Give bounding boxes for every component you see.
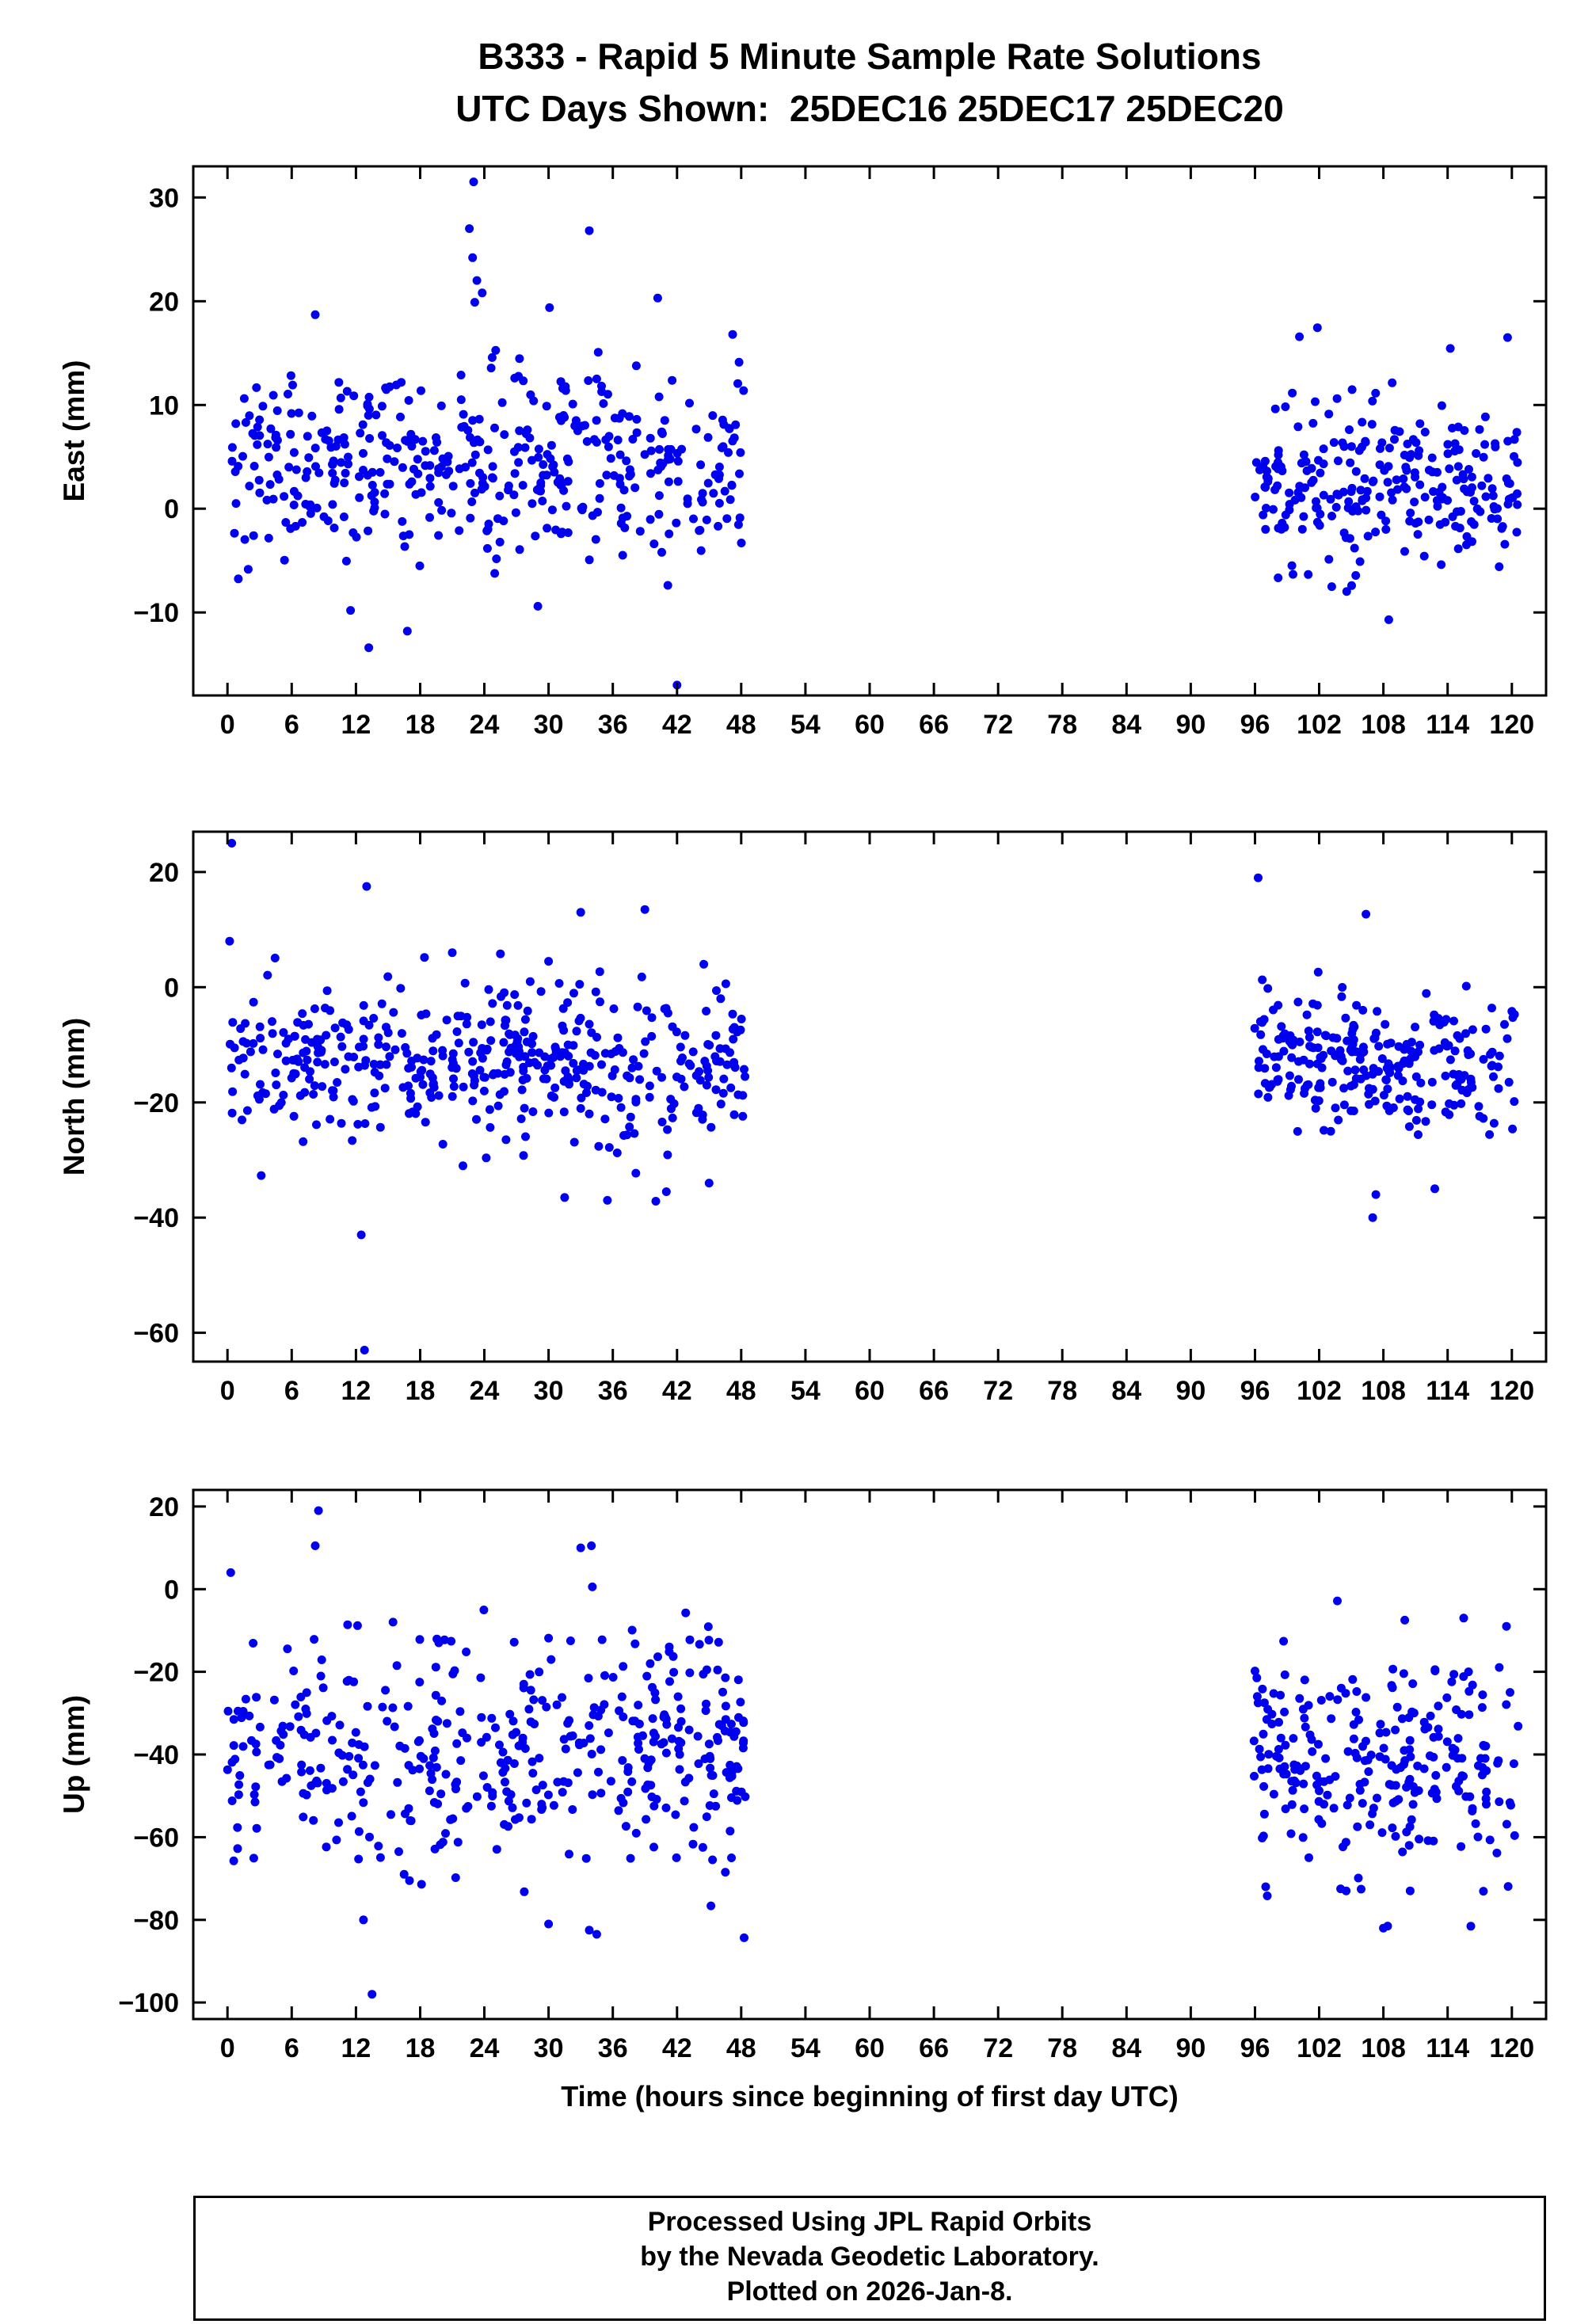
svg-text:78: 78 — [1047, 1376, 1077, 1406]
svg-text:6: 6 — [284, 2033, 299, 2063]
svg-text:30: 30 — [534, 2033, 564, 2063]
svg-text:60: 60 — [855, 710, 885, 740]
svg-text:72: 72 — [983, 1376, 1013, 1406]
svg-text:36: 36 — [598, 710, 628, 740]
svg-text:114: 114 — [1426, 710, 1469, 740]
svg-text:54: 54 — [790, 2033, 821, 2063]
svg-text:54: 54 — [790, 710, 821, 740]
svg-text:0: 0 — [220, 710, 235, 740]
svg-text:12: 12 — [341, 2033, 371, 2063]
svg-text:78: 78 — [1047, 2033, 1077, 2063]
svg-text:−40: −40 — [133, 1740, 179, 1770]
svg-text:102: 102 — [1297, 2033, 1342, 2063]
svg-text:24: 24 — [470, 1376, 500, 1406]
svg-text:−60: −60 — [133, 1823, 179, 1853]
svg-text:30: 30 — [149, 183, 179, 213]
svg-text:0: 0 — [220, 2033, 235, 2063]
svg-text:−60: −60 — [133, 1319, 179, 1349]
svg-text:Up (mm): Up (mm) — [58, 1695, 90, 1814]
page-subtitle: UTC Days Shown: 25DEC16 25DEC17 25DEC20 — [455, 88, 1284, 129]
svg-text:−100: −100 — [118, 1988, 179, 2018]
svg-text:−20: −20 — [133, 1658, 179, 1688]
svg-text:90: 90 — [1175, 2033, 1205, 2063]
svg-text:−40: −40 — [133, 1203, 179, 1233]
svg-text:18: 18 — [406, 2033, 436, 2063]
svg-text:114: 114 — [1426, 1376, 1469, 1406]
svg-text:30: 30 — [534, 1376, 564, 1406]
svg-text:120: 120 — [1489, 710, 1534, 740]
svg-text:60: 60 — [855, 2033, 885, 2063]
svg-text:66: 66 — [919, 710, 949, 740]
svg-text:12: 12 — [341, 710, 371, 740]
svg-text:96: 96 — [1240, 2033, 1270, 2063]
footer-line-3: Plotted on 2026-Jan-8. — [726, 2276, 1013, 2307]
footer-box: Processed Using JPL Rapid Orbits by the … — [193, 2196, 1546, 2321]
svg-text:20: 20 — [149, 287, 179, 317]
svg-text:42: 42 — [662, 2033, 692, 2063]
svg-text:102: 102 — [1297, 710, 1342, 740]
svg-text:18: 18 — [406, 1376, 436, 1406]
svg-text:0: 0 — [164, 494, 179, 524]
svg-text:48: 48 — [726, 1376, 756, 1406]
svg-text:120: 120 — [1489, 1376, 1534, 1406]
svg-text:20: 20 — [149, 1492, 179, 1522]
svg-text:120: 120 — [1489, 2033, 1534, 2063]
svg-text:20: 20 — [149, 858, 179, 888]
svg-text:48: 48 — [726, 710, 756, 740]
svg-text:18: 18 — [406, 710, 436, 740]
svg-text:−20: −20 — [133, 1088, 179, 1118]
svg-text:36: 36 — [598, 2033, 628, 2063]
svg-text:84: 84 — [1111, 1376, 1141, 1406]
svg-text:42: 42 — [662, 710, 692, 740]
svg-text:72: 72 — [983, 710, 1013, 740]
svg-text:102: 102 — [1297, 1376, 1342, 1406]
svg-text:24: 24 — [470, 710, 500, 740]
svg-text:60: 60 — [855, 1376, 885, 1406]
footer-line-1: Processed Using JPL Rapid Orbits — [647, 2207, 1092, 2237]
svg-text:42: 42 — [662, 1376, 692, 1406]
svg-text:12: 12 — [341, 1376, 371, 1406]
svg-text:96: 96 — [1240, 710, 1270, 740]
svg-text:66: 66 — [919, 2033, 949, 2063]
svg-text:24: 24 — [470, 2033, 500, 2063]
svg-text:90: 90 — [1175, 710, 1205, 740]
svg-text:48: 48 — [726, 2033, 756, 2063]
svg-text:114: 114 — [1426, 2033, 1469, 2063]
x-axis-label: Time (hours since beginning of first day… — [561, 2080, 1179, 2113]
svg-text:84: 84 — [1111, 710, 1141, 740]
svg-text:90: 90 — [1175, 1376, 1205, 1406]
svg-text:108: 108 — [1361, 2033, 1406, 2063]
svg-text:0: 0 — [220, 1376, 235, 1406]
svg-text:0: 0 — [164, 1575, 179, 1605]
footer-line-2: by the Nevada Geodetic Laboratory. — [640, 2242, 1099, 2272]
svg-text:36: 36 — [598, 1376, 628, 1406]
svg-text:30: 30 — [534, 710, 564, 740]
svg-text:6: 6 — [284, 1376, 299, 1406]
page-title: B333 - Rapid 5 Minute Sample Rate Soluti… — [478, 36, 1262, 77]
svg-text:6: 6 — [284, 710, 299, 740]
svg-text:108: 108 — [1361, 1376, 1406, 1406]
svg-text:0: 0 — [164, 973, 179, 1003]
svg-text:96: 96 — [1240, 1376, 1270, 1406]
svg-text:108: 108 — [1361, 710, 1406, 740]
svg-text:54: 54 — [790, 1376, 821, 1406]
svg-text:10: 10 — [149, 391, 179, 421]
svg-text:North (mm): North (mm) — [58, 1018, 90, 1175]
svg-text:66: 66 — [919, 1376, 949, 1406]
svg-text:72: 72 — [983, 2033, 1013, 2063]
svg-text:84: 84 — [1111, 2033, 1141, 2063]
svg-text:−80: −80 — [133, 1906, 179, 1936]
svg-text:78: 78 — [1047, 710, 1077, 740]
svg-text:East (mm): East (mm) — [58, 360, 90, 502]
svg-text:−10: −10 — [133, 598, 179, 628]
